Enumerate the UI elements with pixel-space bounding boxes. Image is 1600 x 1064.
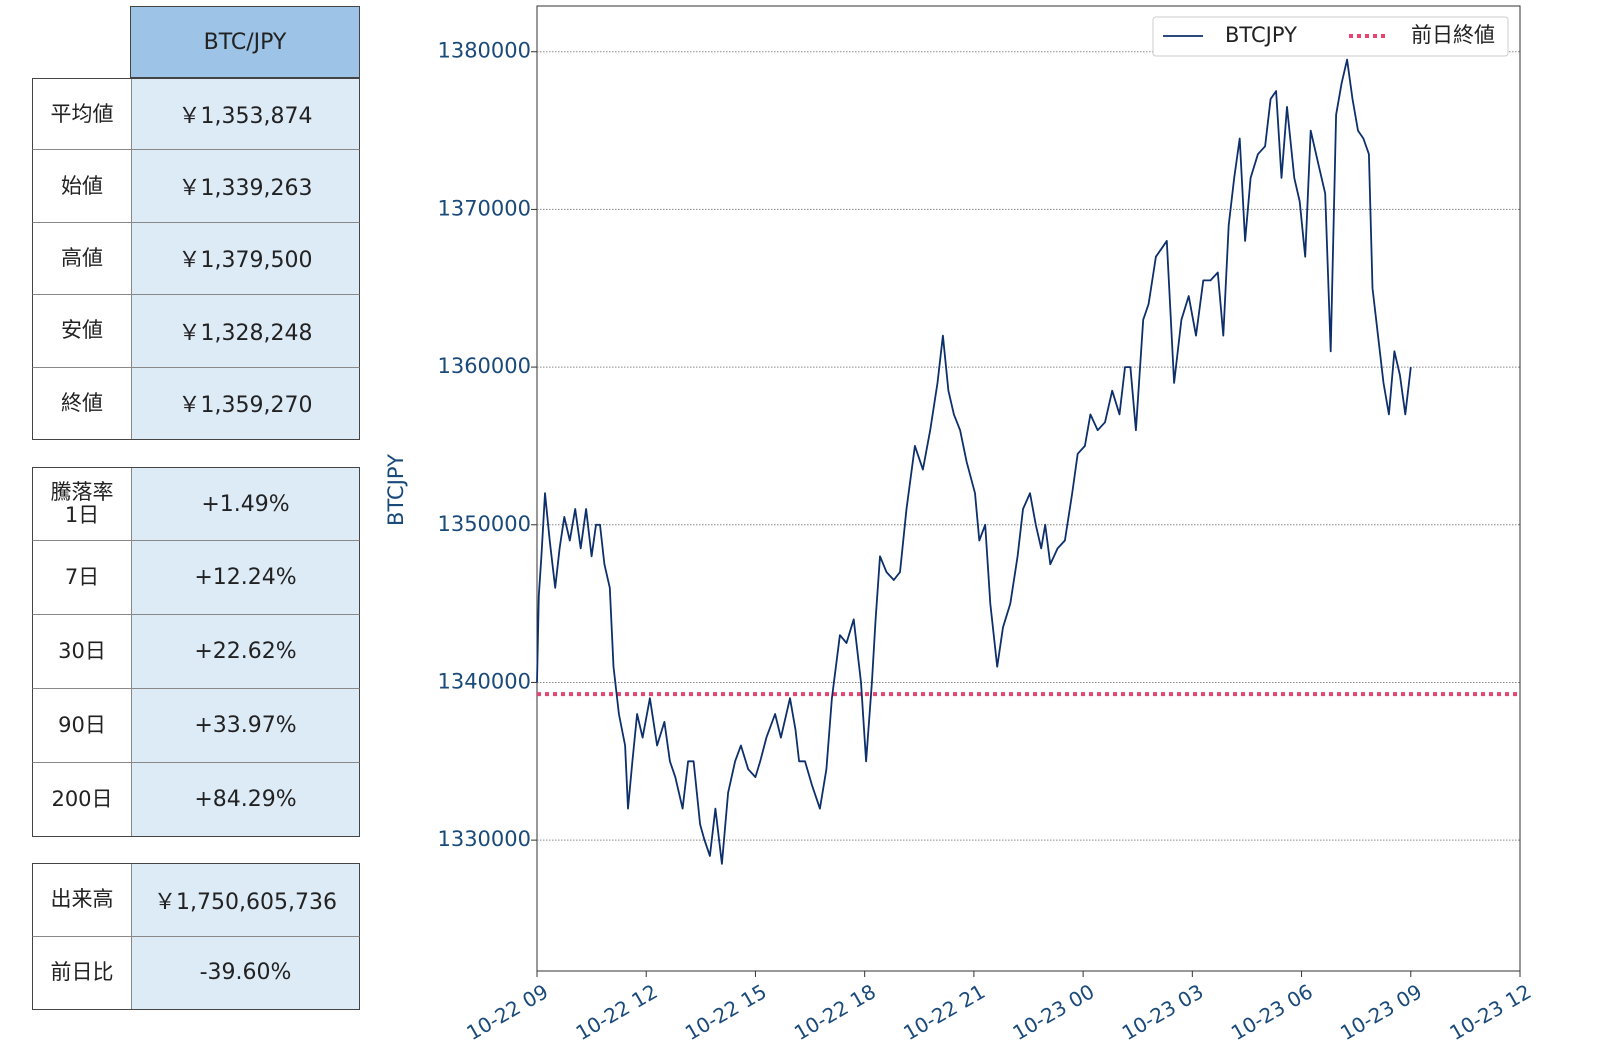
row-value: +22.62% (132, 615, 359, 688)
table-row: 前日比 -39.60% (32, 936, 360, 1010)
row-label-text: 安値 (61, 318, 103, 343)
row-value: +12.24% (132, 541, 359, 614)
row-label: 始値 (33, 150, 132, 222)
y-tick-label: 1370000 (437, 196, 531, 220)
y-tick-label: 1380000 (437, 39, 531, 63)
table-row: 出来高 ￥1,750,605,736 (32, 863, 360, 937)
table-row: 騰落率 1日 +1.49% (32, 467, 360, 541)
y-tick-label: 1360000 (437, 354, 531, 378)
row-label-text: 終値 (61, 390, 103, 415)
table-row: 安値 ￥1,328,248 (32, 295, 360, 368)
row-label: 高値 (33, 222, 132, 295)
table-row: 200日 +84.29% (32, 763, 360, 837)
row-value: ￥1,339,263 (132, 150, 359, 222)
x-tick-label: 10-23 03 (1118, 979, 1208, 1045)
y-tick-label: 1340000 (437, 669, 531, 693)
legend-box (1152, 16, 1509, 57)
row-caption: 騰落率 (50, 479, 114, 504)
row-label-text: 出来高 (50, 887, 114, 912)
price-line (536, 58, 1412, 865)
row-value: +84.29% (132, 763, 359, 836)
row-value: +33.97% (132, 689, 359, 762)
row-value: ￥1,353,874 (132, 79, 359, 150)
change-table: 騰落率 1日 +1.49% 7日 +12.24% 30日 +22.62% 90日 +33.97%… (32, 467, 360, 837)
row-label: 200日 (33, 763, 132, 836)
row-label-text: 30日 (58, 638, 106, 663)
x-tick-label: 10-22 18 (790, 979, 880, 1045)
x-tick-label: 10-23 00 (1008, 979, 1098, 1045)
row-label-text: 1日 (64, 503, 100, 527)
row-label: 7日 (33, 541, 132, 614)
row-label-text: 高値 (61, 245, 103, 270)
x-tick-label: 10-23 12 (1445, 979, 1535, 1045)
row-label-text: 平均値 (50, 101, 114, 126)
row-label-text: 始値 (61, 173, 103, 198)
row-label-text: 前日比 (50, 960, 114, 985)
y-tick-label: 1350000 (437, 512, 531, 536)
row-label-text: 90日 (58, 712, 106, 737)
row-label: 30日 (33, 615, 132, 688)
table-header: BTC/JPY (130, 6, 360, 78)
rows: 平均値 ￥1,353,874 始値 ￥1,339,263 高値 ￥1,379,500 安値 ￥… (32, 78, 360, 440)
table-row: 30日 +22.62% (32, 615, 360, 689)
row-value: +1.49% (132, 468, 359, 540)
row-label: 出来高 (33, 864, 132, 936)
row-label: 90日 (33, 689, 132, 762)
row-value: -39.60% (132, 936, 359, 1009)
x-tick-label: 10-22 09 (462, 979, 552, 1045)
row-value: ￥1,750,605,736 (132, 864, 359, 936)
header-row: BTC/JPY (32, 6, 360, 78)
table-row: 平均値 ￥1,353,874 (32, 78, 360, 151)
table-row: 7日 +12.24% (32, 541, 360, 615)
row-value: ￥1,379,500 (132, 222, 359, 295)
row-label: 終値 (33, 367, 132, 439)
y-tick-label: 1330000 (437, 827, 531, 851)
y-axis-label: BTCJPY (384, 454, 408, 526)
row-label-text: 7日 (64, 564, 100, 589)
price-table: BTC/JPY 平均値 ￥1,353,874 始値 ￥1,339,263 高値 ￥1,37… (32, 6, 360, 440)
table-row: 高値 ￥1,379,500 (32, 222, 360, 296)
x-tick-label: 10-23 09 (1336, 979, 1426, 1045)
row-label: 騰落率 1日 (33, 468, 132, 540)
table-row: 終値 ￥1,359,270 (32, 367, 360, 440)
x-tick-label: 10-22 21 (899, 979, 989, 1045)
legend-label: 前日終値 (1411, 23, 1495, 47)
row-label: 平均値 (33, 79, 132, 150)
x-tick-label: 10-22 12 (572, 979, 662, 1045)
row-label: 安値 (33, 295, 132, 367)
legend-label: BTCJPY (1225, 23, 1297, 47)
x-tick-label: 10-23 06 (1227, 979, 1317, 1045)
row-label-text: 200日 (51, 786, 113, 811)
row-label: 前日比 (33, 936, 132, 1009)
row-value: ￥1,328,248 (132, 295, 359, 367)
plot-frame (536, 5, 1521, 972)
volume-table: 出来高 ￥1,750,605,736 前日比 -39.60% (32, 863, 360, 1010)
table-row: 始値 ￥1,339,263 (32, 150, 360, 223)
row-value: ￥1,359,270 (132, 367, 359, 439)
x-tick-label: 10-22 15 (681, 979, 771, 1045)
table-row: 90日 +33.97% (32, 689, 360, 763)
